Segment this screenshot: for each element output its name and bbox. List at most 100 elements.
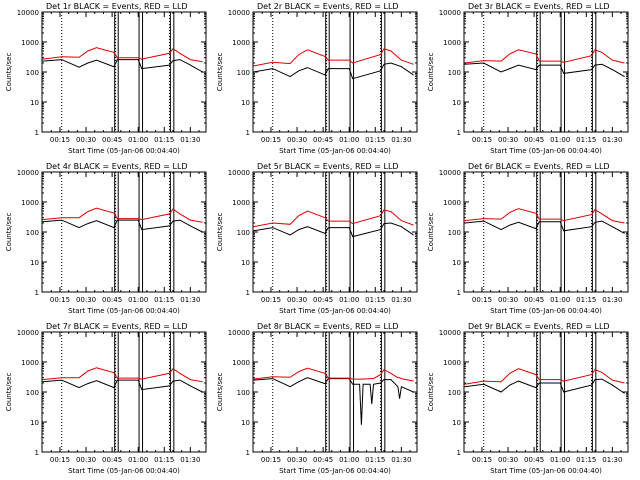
y-tick-label: 1000 bbox=[21, 359, 39, 367]
x-tick-label: 01:00 bbox=[339, 456, 359, 464]
gap-marker bbox=[138, 11, 144, 133]
gap-marker bbox=[560, 171, 566, 293]
x-tick-label: 00:30 bbox=[498, 136, 518, 144]
x-tick-label: 00:45 bbox=[524, 456, 544, 464]
y-tick-label: 10 bbox=[30, 259, 39, 267]
x-tick-label: 00:30 bbox=[76, 296, 96, 304]
x-tick-label: 01:15 bbox=[576, 296, 596, 304]
x-tick-label: 01:00 bbox=[550, 136, 570, 144]
x-tick-label: 01:15 bbox=[365, 296, 385, 304]
x-tick-label: 01:15 bbox=[576, 136, 596, 144]
x-tick-label: 01:30 bbox=[602, 456, 622, 464]
y-tick-label: 1 bbox=[246, 449, 250, 457]
panel-title: Det 7r BLACK = Events, RED = LLD bbox=[46, 322, 188, 331]
x-tick-label: 00:30 bbox=[76, 456, 96, 464]
x-tick-label: 01:30 bbox=[391, 136, 411, 144]
y-tick-label: 10000 bbox=[228, 329, 250, 337]
panel-det-8: 1 10 100 1000 10000 00:15 00:30 00:45 01:00 01:15… bbox=[216, 322, 418, 475]
y-tick-label: 1 bbox=[246, 289, 250, 297]
x-axis-label: Start Time (05-Jan-06 00:04:40) bbox=[68, 307, 180, 315]
panel-det-2: 1 10 100 1000 10000 00:15 00:30 00:45 01:00 01:15… bbox=[216, 2, 418, 155]
x-axis-label: Start Time (05-Jan-06 00:04:40) bbox=[279, 467, 391, 475]
y-tick-label: 100 bbox=[237, 389, 250, 397]
gap-marker bbox=[591, 331, 597, 453]
lld-line bbox=[253, 367, 414, 382]
y-tick-label: 1 bbox=[35, 289, 39, 297]
panel-det-7: 1 10 100 1000 10000 00:15 00:30 00:45 01:00 01:15… bbox=[5, 322, 207, 475]
lld-line bbox=[464, 368, 625, 385]
events-line bbox=[253, 62, 414, 80]
y-tick-label: 1 bbox=[246, 129, 250, 137]
lld-line bbox=[42, 47, 203, 63]
x-tick-label: 00:30 bbox=[287, 296, 307, 304]
y-tick-label: 1 bbox=[35, 449, 39, 457]
x-tick-label: 00:45 bbox=[524, 296, 544, 304]
x-tick-label: 01:00 bbox=[128, 136, 148, 144]
y-tick-label: 10 bbox=[241, 99, 250, 107]
plot-frame bbox=[252, 331, 418, 453]
x-tick-label: 01:00 bbox=[550, 296, 570, 304]
y-tick-label: 10000 bbox=[17, 9, 39, 17]
gap-marker bbox=[380, 11, 386, 133]
events-line bbox=[42, 59, 203, 73]
x-tick-label: 01:30 bbox=[391, 296, 411, 304]
x-tick-label: 01:30 bbox=[391, 456, 411, 464]
gap-marker bbox=[591, 171, 597, 293]
x-tick-label: 00:45 bbox=[102, 136, 122, 144]
plot-frame bbox=[463, 171, 629, 293]
plot-frame bbox=[463, 11, 629, 133]
y-tick-label: 1 bbox=[35, 129, 39, 137]
y-tick-label: 10 bbox=[241, 259, 250, 267]
y-tick-label: 1000 bbox=[443, 39, 461, 47]
x-tick-label: 00:15 bbox=[472, 296, 492, 304]
x-tick-label: 00:15 bbox=[50, 296, 70, 304]
x-tick-label: 01:15 bbox=[576, 456, 596, 464]
x-tick-label: 00:15 bbox=[472, 456, 492, 464]
events-line bbox=[464, 220, 625, 234]
y-axis-label: Counts/sec bbox=[427, 213, 435, 252]
x-tick-label: 00:45 bbox=[102, 296, 122, 304]
y-tick-label: 10 bbox=[241, 419, 250, 427]
events-line bbox=[42, 219, 203, 233]
panel-title: Det 1r BLACK = Events, RED = LLD bbox=[46, 2, 188, 11]
panel-title: Det 2r BLACK = Events, RED = LLD bbox=[257, 2, 399, 11]
events-line bbox=[42, 379, 203, 393]
events-line bbox=[464, 62, 625, 78]
panel-title: Det 8r BLACK = Events, RED = LLD bbox=[257, 322, 399, 331]
x-tick-label: 00:15 bbox=[50, 136, 70, 144]
x-tick-label: 00:15 bbox=[261, 296, 281, 304]
y-tick-label: 1 bbox=[457, 449, 461, 457]
y-tick-label: 10000 bbox=[439, 329, 461, 337]
y-tick-label: 100 bbox=[448, 69, 461, 77]
y-tick-label: 100 bbox=[26, 229, 39, 237]
panel-title: Det 6r BLACK = Events, RED = LLD bbox=[468, 162, 610, 171]
x-tick-label: 01:30 bbox=[180, 456, 200, 464]
y-axis-label: Counts/sec bbox=[427, 373, 435, 412]
x-tick-label: 00:15 bbox=[50, 456, 70, 464]
panel-det-9: 1 10 100 1000 10000 00:15 00:30 00:45 01:00 01:15… bbox=[427, 322, 629, 475]
y-axis-label: Counts/sec bbox=[216, 53, 224, 92]
plot-frame bbox=[252, 171, 418, 293]
x-axis-label: Start Time (05-Jan-06 00:04:40) bbox=[279, 307, 391, 315]
x-tick-label: 01:15 bbox=[154, 296, 174, 304]
x-axis-label: Start Time (05-Jan-06 00:04:40) bbox=[279, 147, 391, 155]
y-tick-label: 100 bbox=[237, 229, 250, 237]
y-tick-label: 10 bbox=[452, 99, 461, 107]
y-tick-label: 1000 bbox=[232, 39, 250, 47]
x-axis-label: Start Time (05-Jan-06 00:04:40) bbox=[490, 307, 602, 315]
panel-title: Det 9r BLACK = Events, RED = LLD bbox=[468, 322, 610, 331]
gap-marker bbox=[169, 11, 175, 133]
x-tick-label: 01:30 bbox=[180, 136, 200, 144]
y-tick-label: 10000 bbox=[439, 169, 461, 177]
x-tick-label: 00:30 bbox=[287, 456, 307, 464]
plot-frame bbox=[463, 331, 629, 453]
gap-marker bbox=[349, 331, 355, 453]
x-tick-label: 01:00 bbox=[128, 456, 148, 464]
y-tick-label: 10 bbox=[30, 99, 39, 107]
lld-line bbox=[253, 209, 414, 228]
y-axis-label: Counts/sec bbox=[5, 213, 13, 252]
plot-frame bbox=[41, 11, 207, 133]
y-tick-label: 1000 bbox=[443, 199, 461, 207]
x-tick-label: 00:30 bbox=[287, 136, 307, 144]
x-tick-label: 00:15 bbox=[261, 136, 281, 144]
